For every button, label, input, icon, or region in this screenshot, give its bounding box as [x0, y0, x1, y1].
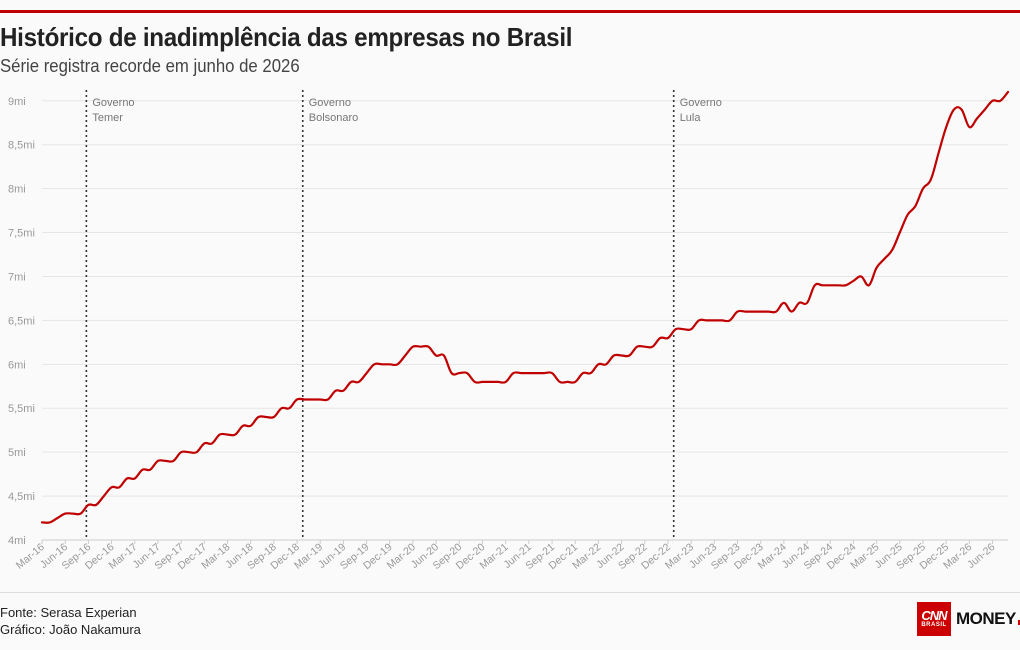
- annotation-label: Lula: [680, 112, 702, 124]
- source-text: Fonte: Serasa Experian: [0, 605, 137, 620]
- line-chart: 4mi 4,5mi 5mi 5,5mi 6mi 6,5mi 7mi 7,5mi 8mi 8,5mi…: [8, 90, 1010, 572]
- government-annotations: Governo Temer Governo Bolsonaro Governo Lula: [85, 90, 722, 540]
- y-tick-label: 6mi: [8, 359, 26, 371]
- money-bars-icon: [1017, 613, 1020, 625]
- y-tick-label: 7,5mi: [8, 228, 35, 240]
- y-tick-label: 8mi: [8, 184, 26, 196]
- y-tick-label: 5,5mi: [8, 403, 35, 415]
- cnn-logo-box: CNN BRASIL: [917, 602, 951, 636]
- money-logo-text: MONEY: [956, 609, 1016, 628]
- y-axis-ticks: 4mi 4,5mi 5mi 5,5mi 6mi 6,5mi 7mi 7,5mi 8mi 8,5mi…: [8, 96, 35, 547]
- y-tick-label: 6,5mi: [8, 315, 35, 327]
- cnn-logo-text: CNN: [921, 608, 947, 623]
- y-tick-label: 7mi: [8, 271, 26, 283]
- y-tick-label: 4mi: [8, 535, 26, 547]
- footer-divider: [0, 592, 1020, 593]
- chart-title: Histórico de inadimplência das empresas …: [0, 22, 573, 52]
- annotation-label: Bolsonaro: [309, 112, 359, 124]
- series-line: [40, 90, 1010, 524]
- top-accent-bar: [0, 10, 1020, 13]
- annotation-label: Temer: [92, 112, 123, 124]
- annotation-label: Governo: [309, 97, 351, 109]
- grid-lines: [42, 100, 1008, 541]
- y-tick-label: 8,5mi: [8, 140, 35, 152]
- y-tick-label: 9mi: [8, 96, 26, 108]
- annotation-label: Governo: [680, 97, 722, 109]
- cnn-money-logo: CNN BRASIL MONEY: [917, 602, 1020, 636]
- y-tick-label: 5mi: [8, 447, 26, 459]
- footer-credits: Fonte: Serasa Experian Gráfico: João Nak…: [0, 604, 141, 638]
- x-axis-ticks: Mar-16Jun-16Sep-16Dec-16Mar-17Jun-17Sep-…: [14, 540, 998, 572]
- cnn-logo-brasil: BRASIL: [921, 622, 947, 628]
- annotation-label: Governo: [92, 97, 134, 109]
- credit-text: Gráfico: João Nakamura: [0, 622, 141, 637]
- y-tick-label: 4,5mi: [8, 491, 35, 503]
- chart-subtitle: Série registra recorde em junho de 2026: [0, 56, 300, 76]
- series-line-path: [40, 90, 1010, 524]
